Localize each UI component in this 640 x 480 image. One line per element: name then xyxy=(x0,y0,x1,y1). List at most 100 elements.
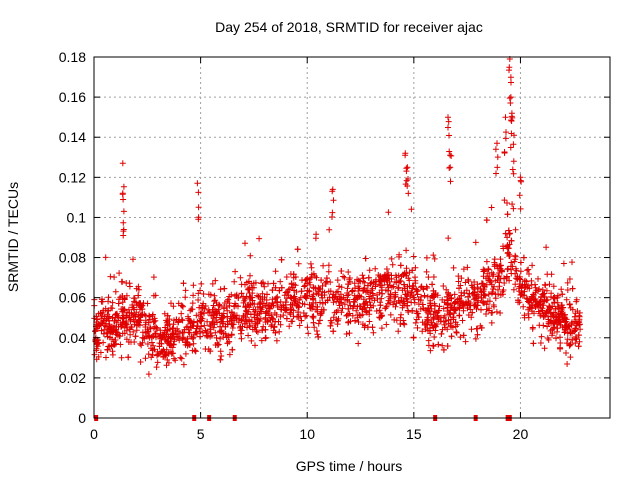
data-point xyxy=(330,328,337,335)
data-point xyxy=(243,318,250,325)
data-point xyxy=(172,357,179,364)
data-point xyxy=(116,270,123,277)
data-point xyxy=(210,302,217,309)
data-point xyxy=(456,285,462,292)
x-ticks: 0 5 10 15 20 xyxy=(90,57,528,442)
data-point xyxy=(170,325,177,332)
data-point xyxy=(505,245,512,252)
data-point xyxy=(146,312,153,319)
data-point xyxy=(499,288,506,295)
data-point xyxy=(566,301,573,308)
data-point xyxy=(502,135,509,142)
data-point xyxy=(201,310,208,317)
data-point xyxy=(285,286,292,293)
data-point xyxy=(315,291,322,298)
data-point xyxy=(119,278,126,285)
data-point xyxy=(317,299,323,306)
data-point xyxy=(526,271,532,277)
data-point xyxy=(147,316,153,323)
data-point xyxy=(535,275,541,282)
data-point xyxy=(402,152,409,159)
data-point xyxy=(508,79,514,86)
data-point xyxy=(334,296,341,303)
data-point xyxy=(282,289,289,296)
data-point xyxy=(468,282,475,289)
data-point xyxy=(242,240,248,247)
data-point xyxy=(385,209,392,216)
data-point xyxy=(269,300,276,307)
data-point xyxy=(132,333,139,340)
data-point xyxy=(201,322,208,329)
data-point xyxy=(494,164,501,171)
data-point xyxy=(195,214,202,221)
data-point xyxy=(361,304,368,311)
data-point xyxy=(181,326,188,333)
data-point xyxy=(132,313,139,320)
data-point xyxy=(256,301,263,308)
data-point xyxy=(337,291,344,298)
data-point xyxy=(550,283,557,290)
data-point xyxy=(564,336,571,343)
data-point xyxy=(228,320,235,327)
data-point xyxy=(247,252,254,259)
data-point xyxy=(197,333,204,340)
data-point xyxy=(550,324,557,331)
data-point xyxy=(557,334,563,341)
data-point xyxy=(412,264,419,271)
data-point xyxy=(440,305,447,312)
data-point xyxy=(456,304,463,311)
data-point xyxy=(452,306,459,313)
data-point xyxy=(195,290,202,297)
data-point xyxy=(184,335,191,342)
data-point xyxy=(324,278,331,285)
data-point xyxy=(441,312,448,319)
data-point xyxy=(481,267,488,274)
data-point xyxy=(186,329,193,336)
data-point xyxy=(408,206,415,213)
data-point xyxy=(105,307,112,314)
data-point xyxy=(339,305,346,312)
data-point xyxy=(212,297,219,304)
data-point xyxy=(315,333,322,340)
data-point xyxy=(357,278,364,285)
data-point xyxy=(317,285,324,292)
data-point xyxy=(233,315,240,322)
data-point xyxy=(166,321,173,327)
data-point xyxy=(142,329,149,336)
data-point xyxy=(345,318,352,325)
data-point xyxy=(388,275,395,282)
data-point xyxy=(524,267,531,274)
data-point xyxy=(100,330,107,337)
data-point xyxy=(506,95,513,102)
data-point xyxy=(226,351,233,358)
data-point xyxy=(564,279,571,286)
data-point xyxy=(252,320,259,327)
data-point xyxy=(490,286,497,292)
data-point xyxy=(559,291,566,298)
data-point xyxy=(490,302,497,308)
data-point xyxy=(450,310,457,317)
data-point xyxy=(291,287,298,294)
data-point xyxy=(403,247,410,254)
data-point xyxy=(304,324,311,331)
data-point xyxy=(377,273,384,280)
data-point xyxy=(338,284,345,291)
data-point xyxy=(186,341,193,348)
data-point xyxy=(423,268,430,275)
data-point xyxy=(510,170,517,177)
data-point xyxy=(478,294,485,301)
data-point xyxy=(576,338,583,345)
data-point xyxy=(497,256,504,263)
data-point xyxy=(217,286,224,293)
data-point xyxy=(564,287,571,293)
data-point xyxy=(222,323,229,330)
data-point xyxy=(295,260,302,267)
data-point xyxy=(526,304,533,311)
y-tick-label: 0.02 xyxy=(59,370,86,386)
data-point xyxy=(445,118,452,125)
data-point xyxy=(302,313,309,320)
data-point xyxy=(113,340,119,347)
data-point xyxy=(431,334,438,340)
data-point xyxy=(157,331,164,338)
data-point xyxy=(311,324,318,331)
